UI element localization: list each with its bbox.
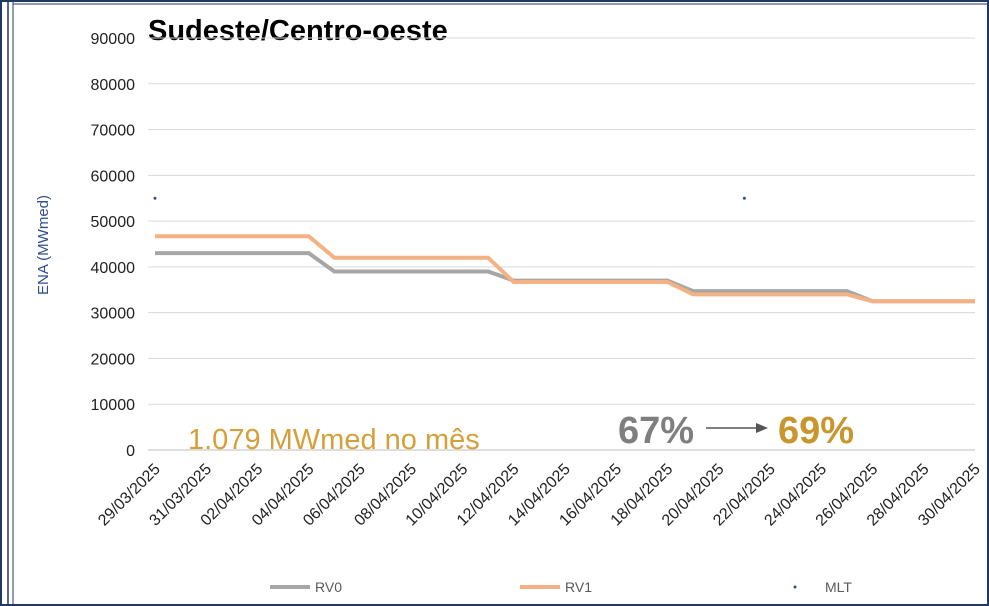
legend-swatch (793, 585, 797, 589)
y-tick-label: 90000 (91, 31, 136, 48)
annotation: 67% (618, 410, 694, 452)
arrow-head (756, 423, 768, 433)
annotation: 69% (778, 410, 854, 452)
legend-label: MLT (825, 579, 852, 595)
point (153, 196, 157, 200)
y-tick-label: 20000 (91, 351, 136, 368)
y-tick-label: 40000 (91, 260, 136, 277)
y-tick-label: 30000 (91, 306, 136, 323)
chart-title: Sudeste/Centro-oeste (148, 15, 448, 47)
point (742, 196, 746, 200)
y-tick-label: 50000 (91, 214, 136, 231)
y-tick-label: 80000 (91, 77, 136, 94)
legend-label: RV1 (565, 579, 592, 595)
annotation: 1.079 MWmed no mês (188, 424, 480, 456)
y-tick-label: 70000 (91, 123, 136, 140)
y-tick-label: 60000 (91, 168, 136, 185)
y-axis-label: ENA (MWmed) (35, 195, 52, 295)
y-tick-label: 10000 (91, 397, 136, 414)
line (155, 234, 975, 304)
y-tick-label: 0 (126, 443, 135, 460)
legend-label: RV0 (315, 579, 342, 595)
